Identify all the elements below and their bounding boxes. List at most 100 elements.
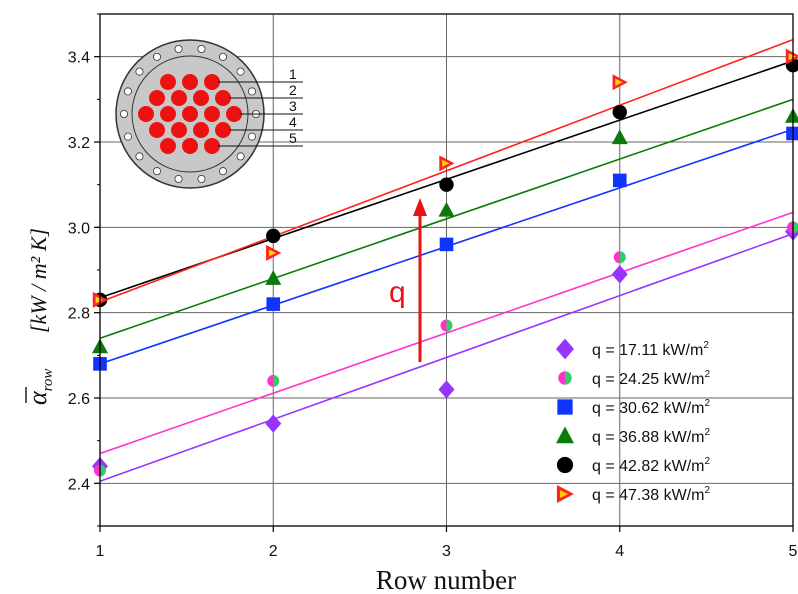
point-series-6 <box>785 48 798 65</box>
point-series-6 <box>612 74 628 91</box>
point-series-6 <box>439 155 455 172</box>
bolt-hole <box>236 67 245 76</box>
circle-shape <box>612 104 627 120</box>
inset-row-label: 5 <box>289 130 297 146</box>
triangle-shape <box>556 426 574 444</box>
tube <box>204 106 220 122</box>
fit-line-4 <box>99 98 794 340</box>
bolt-hole <box>174 45 183 54</box>
legend-label-2: q = 24.25 kW/m2 <box>592 369 711 388</box>
diamond-shape <box>611 265 628 284</box>
tube <box>160 106 176 122</box>
y-tick-label: 3.0 <box>68 220 90 237</box>
tube <box>149 90 165 106</box>
tube <box>182 138 198 154</box>
y-axis-label-units: [kW / m² K] <box>26 228 51 333</box>
inset-row-label: 3 <box>289 98 297 114</box>
y-axis-label-symbol: α <box>23 390 52 405</box>
legend-label-superscript: 2 <box>703 340 709 351</box>
half-circle-left <box>267 374 274 387</box>
point-series-2 <box>267 374 280 387</box>
bolt-hole <box>218 167 227 176</box>
half-circle-right <box>446 319 453 332</box>
fit-line-2 <box>99 211 794 455</box>
point-series-3 <box>786 126 798 141</box>
legend-marker-4 <box>556 426 574 444</box>
x-tick-label: 4 <box>615 543 624 560</box>
bolt-hole <box>120 110 129 119</box>
x-tick-label: 2 <box>269 543 278 560</box>
tube <box>171 90 187 106</box>
legend-marker-3 <box>557 399 573 415</box>
point-series-3 <box>612 173 627 188</box>
y-tick-label: 3.2 <box>68 135 90 152</box>
point-series-2 <box>94 464 107 477</box>
tube <box>160 138 176 154</box>
bolt-hole <box>218 52 227 61</box>
tube <box>138 106 154 122</box>
legend-label-5: q = 42.82 kW/m2 <box>592 456 711 475</box>
legend-marker-5 <box>556 456 574 474</box>
bolt-hole <box>174 174 183 183</box>
circle-shape <box>556 456 574 474</box>
triangle-right-inner <box>615 78 623 86</box>
diamond-shape <box>438 380 455 399</box>
tube <box>182 74 198 90</box>
triangle-shape <box>438 201 455 217</box>
y-axis-label: αrow [kW / m² K] <box>23 228 58 405</box>
bolt-hole <box>248 87 257 96</box>
triangle-right-inner <box>95 296 103 304</box>
tube <box>204 74 220 90</box>
inset-bolt-holes <box>120 45 260 183</box>
square-shape <box>439 237 454 252</box>
triangle-shape <box>785 108 798 123</box>
triangle-right-inner <box>788 53 796 61</box>
q-annotation-label: q <box>389 276 406 309</box>
half-circle-left <box>787 221 793 234</box>
legend-label-4: q = 36.88 kW/m2 <box>592 427 711 446</box>
bolt-hole <box>197 45 206 54</box>
circle-shape <box>439 177 454 192</box>
half-circle-left <box>613 251 620 264</box>
point-series-5 <box>266 228 281 244</box>
tube <box>204 138 220 154</box>
square-shape <box>612 173 627 188</box>
bolt-hole <box>248 132 257 141</box>
inset-row-label: 1 <box>289 66 297 82</box>
point-series-4 <box>438 201 455 217</box>
square-shape <box>266 297 281 311</box>
y-tick-label: 2.4 <box>68 476 90 493</box>
y-axis-label-subscript: row <box>40 369 56 392</box>
bolt-hole <box>236 152 245 161</box>
legend: q = 17.11 kW/m2 q = 24.25 kW/m2 q = 30.62 … <box>556 338 711 504</box>
tube <box>149 122 165 138</box>
point-series-1 <box>611 265 628 284</box>
svg-text:αrow [kW / m² K]: αrow [kW / m² K] <box>23 228 58 405</box>
half-circle-right <box>100 464 107 477</box>
legend-marker-2 <box>558 371 572 385</box>
q-arrow-head <box>413 198 427 216</box>
point-series-2 <box>787 221 798 234</box>
bolt-hole <box>123 132 132 141</box>
y-tick-label: 3.4 <box>68 50 90 67</box>
square-shape <box>786 126 798 141</box>
fit-line-1 <box>99 232 794 482</box>
point-series-5 <box>612 104 627 120</box>
triangle-right-inner <box>442 159 450 167</box>
x-tick-label: 3 <box>442 543 451 560</box>
tube <box>171 122 187 138</box>
half-circle-left <box>94 464 100 477</box>
bolt-hole <box>152 167 161 176</box>
inset-row-label: 2 <box>289 82 297 98</box>
tube <box>215 122 231 138</box>
legend-label-superscript: 2 <box>705 369 711 380</box>
bolt-hole <box>135 152 144 161</box>
square-shape <box>557 399 573 415</box>
point-series-4 <box>611 129 628 145</box>
point-series-1 <box>265 414 282 433</box>
q-arrow-annotation: q <box>389 198 427 362</box>
legend-label-3: q = 30.62 kW/m2 <box>592 398 711 417</box>
